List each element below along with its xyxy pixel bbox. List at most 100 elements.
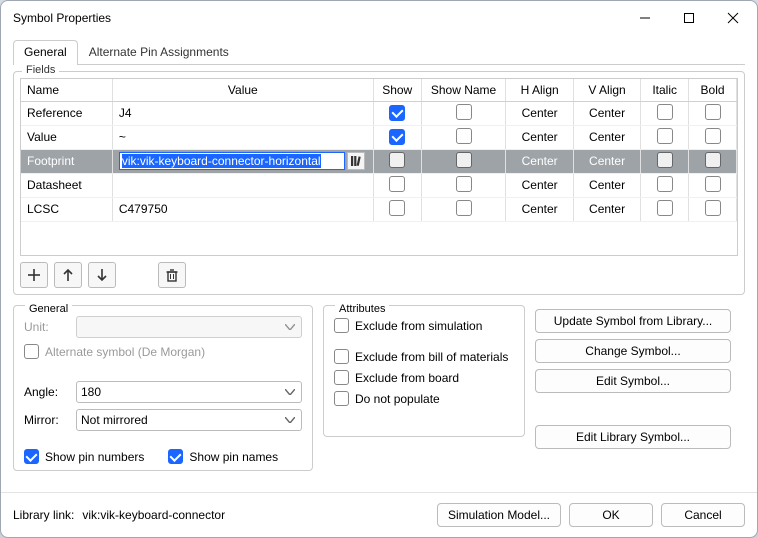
update-symbol-button[interactable]: Update Symbol from Library... [535, 309, 731, 333]
col-header-name[interactable]: Name [21, 79, 112, 101]
dnp-checkbox[interactable] [334, 391, 349, 406]
show-cell[interactable] [373, 101, 421, 125]
italic-cell[interactable] [641, 173, 689, 197]
minimize-button[interactable] [623, 3, 667, 33]
bold-checkbox[interactable] [705, 152, 721, 168]
simulation-model-button[interactable]: Simulation Model... [437, 503, 561, 527]
table-row[interactable]: Datasheet CenterCenter [21, 173, 737, 197]
field-value-cell[interactable]: ~ [112, 125, 373, 149]
italic-cell[interactable] [641, 101, 689, 125]
show-checkbox[interactable] [389, 200, 405, 216]
add-field-button[interactable] [20, 262, 48, 288]
italic-checkbox[interactable] [657, 128, 673, 144]
mirror-combo[interactable]: Not mirrored [76, 409, 302, 431]
h-align-cell[interactable]: Center [506, 173, 573, 197]
v-align-cell[interactable]: Center [573, 101, 640, 125]
show-checkbox[interactable] [389, 152, 405, 168]
col-header-show[interactable]: Show [373, 79, 421, 101]
show-checkbox[interactable] [389, 105, 405, 121]
show-name-cell[interactable] [421, 101, 506, 125]
show-name-checkbox[interactable] [456, 104, 472, 120]
show-name-cell[interactable] [421, 197, 506, 221]
v-align-cell[interactable]: Center [573, 197, 640, 221]
table-row[interactable]: Footprint CenterCenter [21, 149, 737, 173]
field-name-cell[interactable]: LCSC [21, 197, 112, 221]
show-name-checkbox[interactable] [456, 128, 472, 144]
show-name-cell[interactable] [421, 149, 506, 173]
show-name-checkbox[interactable] [456, 200, 472, 216]
field-value-input[interactable] [119, 152, 345, 170]
fields-table-wrap[interactable]: Name Value Show Show Name H Align V Alig… [20, 78, 738, 256]
table-row[interactable]: Value~ CenterCenter [21, 125, 737, 149]
bold-cell[interactable] [689, 173, 737, 197]
library-browser-icon[interactable] [347, 152, 365, 170]
move-down-button[interactable] [88, 262, 116, 288]
bold-cell[interactable] [689, 101, 737, 125]
exclude-bom-row[interactable]: Exclude from bill of materials [334, 349, 514, 364]
bold-cell[interactable] [689, 125, 737, 149]
bold-cell[interactable] [689, 149, 737, 173]
show-cell[interactable] [373, 125, 421, 149]
field-name-cell[interactable]: Datasheet [21, 173, 112, 197]
field-value-cell[interactable] [112, 149, 373, 173]
field-value-cell[interactable] [112, 173, 373, 197]
bold-checkbox[interactable] [705, 104, 721, 120]
show-cell[interactable] [373, 197, 421, 221]
show-name-cell[interactable] [421, 173, 506, 197]
tab-general[interactable]: General [13, 40, 78, 65]
bold-cell[interactable] [689, 197, 737, 221]
maximize-button[interactable] [667, 3, 711, 33]
show-pin-numbers-checkbox[interactable] [24, 449, 39, 464]
cancel-button[interactable]: Cancel [661, 503, 745, 527]
show-pin-names-checkbox[interactable] [168, 449, 183, 464]
edit-symbol-button[interactable]: Edit Symbol... [535, 369, 731, 393]
bold-checkbox[interactable] [705, 176, 721, 192]
table-row[interactable]: ReferenceJ4CenterCenter [21, 101, 737, 125]
show-name-checkbox[interactable] [456, 176, 472, 192]
show-checkbox[interactable] [389, 176, 405, 192]
italic-cell[interactable] [641, 125, 689, 149]
bold-checkbox[interactable] [705, 128, 721, 144]
exclude-sim-checkbox[interactable] [334, 318, 349, 333]
h-align-cell[interactable]: Center [506, 125, 573, 149]
close-button[interactable] [711, 3, 755, 33]
italic-checkbox[interactable] [657, 104, 673, 120]
h-align-cell[interactable]: Center [506, 101, 573, 125]
exclude-board-row[interactable]: Exclude from board [334, 370, 514, 385]
field-name-cell[interactable]: Footprint [21, 149, 112, 173]
v-align-cell[interactable]: Center [573, 125, 640, 149]
angle-combo[interactable]: 180 [76, 381, 302, 403]
delete-field-button[interactable] [158, 262, 186, 288]
col-header-value[interactable]: Value [112, 79, 373, 101]
exclude-bom-checkbox[interactable] [334, 349, 349, 364]
show-cell[interactable] [373, 149, 421, 173]
italic-checkbox[interactable] [657, 152, 673, 168]
show-pin-names-row[interactable]: Show pin names [168, 449, 278, 464]
bold-checkbox[interactable] [705, 200, 721, 216]
italic-checkbox[interactable] [657, 176, 673, 192]
h-align-cell[interactable]: Center [506, 197, 573, 221]
col-header-bold[interactable]: Bold [689, 79, 737, 101]
move-up-button[interactable] [54, 262, 82, 288]
show-name-cell[interactable] [421, 125, 506, 149]
field-name-cell[interactable]: Value [21, 125, 112, 149]
col-header-v-align[interactable]: V Align [573, 79, 640, 101]
exclude-board-checkbox[interactable] [334, 370, 349, 385]
h-align-cell[interactable]: Center [506, 149, 573, 173]
col-header-italic[interactable]: Italic [641, 79, 689, 101]
v-align-cell[interactable]: Center [573, 149, 640, 173]
table-row[interactable]: LCSCC479750 CenterCenter [21, 197, 737, 221]
show-cell[interactable] [373, 173, 421, 197]
v-align-cell[interactable]: Center [573, 173, 640, 197]
change-symbol-button[interactable]: Change Symbol... [535, 339, 731, 363]
field-name-cell[interactable]: Reference [21, 101, 112, 125]
library-link-value[interactable]: vik:vik-keyboard-connector [82, 508, 225, 522]
col-header-h-align[interactable]: H Align [506, 79, 573, 101]
field-value-cell[interactable]: C479750 [112, 197, 373, 221]
show-pin-numbers-row[interactable]: Show pin numbers [24, 449, 144, 464]
col-header-show-name[interactable]: Show Name [421, 79, 506, 101]
tab-alternate-pin-assignments[interactable]: Alternate Pin Assignments [78, 40, 240, 65]
italic-cell[interactable] [641, 149, 689, 173]
italic-checkbox[interactable] [657, 200, 673, 216]
italic-cell[interactable] [641, 197, 689, 221]
